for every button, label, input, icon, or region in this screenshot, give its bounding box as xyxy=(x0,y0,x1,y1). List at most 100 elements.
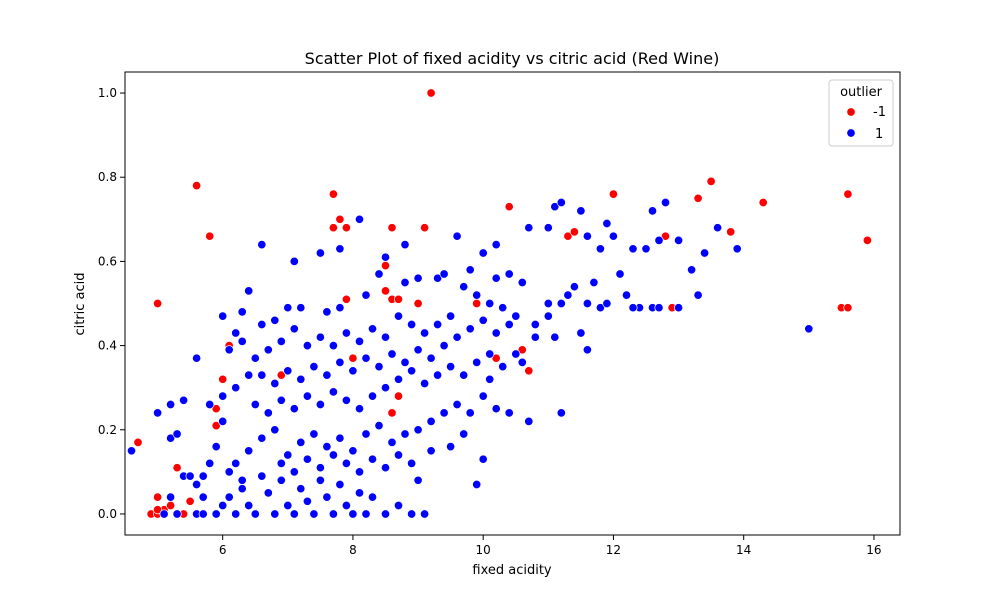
inlier-point xyxy=(413,475,423,485)
y-tick-label: 0.8 xyxy=(98,170,117,184)
inlier-point xyxy=(491,273,501,283)
outlier-point xyxy=(328,189,338,199)
inlier-point xyxy=(315,332,325,342)
inlier-point xyxy=(433,370,443,380)
inlier-point xyxy=(687,265,697,275)
outlier-point xyxy=(328,223,338,233)
inlier-point xyxy=(354,404,365,414)
inlier-point xyxy=(380,252,391,262)
inlier-point xyxy=(563,290,573,300)
inlier-point xyxy=(465,408,475,418)
inlier-point xyxy=(270,378,280,389)
inlier-point xyxy=(459,282,469,292)
outlier-point xyxy=(563,231,573,241)
inlier-point xyxy=(296,484,306,494)
inlier-point xyxy=(205,458,215,468)
inlier-point xyxy=(804,324,814,334)
inlier-point xyxy=(400,277,410,288)
inlier-point xyxy=(309,429,319,439)
inlier-point xyxy=(231,458,241,468)
inlier-point xyxy=(218,311,228,321)
inlier-point xyxy=(198,471,208,481)
inlier-point xyxy=(322,370,332,380)
outlier-point xyxy=(205,231,215,241)
inlier-point xyxy=(257,319,267,330)
inlier-point xyxy=(556,298,566,309)
inlier-point xyxy=(420,378,430,389)
outlier-point xyxy=(133,437,143,447)
outlier-point xyxy=(491,353,501,363)
outlier-point xyxy=(504,202,514,212)
inlier-point xyxy=(283,303,293,313)
inlier-point xyxy=(543,311,553,321)
outlier-point xyxy=(380,261,391,271)
y-axis-ticks: 0.0 0.2 0.4 0.6 0.8 1.0 xyxy=(98,86,125,521)
inlier-point xyxy=(511,311,521,321)
inlier-point xyxy=(302,454,312,464)
outlier-point xyxy=(393,391,404,401)
inlier-point xyxy=(556,408,566,418)
inlier-point xyxy=(367,391,378,401)
outlier-point xyxy=(569,227,579,237)
inlier-point xyxy=(393,374,404,384)
inlier-point xyxy=(166,433,176,443)
inlier-point xyxy=(322,307,332,317)
outlier-point xyxy=(726,227,736,237)
inlier-point xyxy=(361,290,371,300)
inlier-point xyxy=(341,500,351,511)
x-tick-label: 14 xyxy=(736,543,751,557)
inlier-point xyxy=(335,357,345,367)
outlier-point xyxy=(660,231,671,241)
inlier-point xyxy=(413,273,423,283)
inlier-point xyxy=(602,218,612,229)
inlier-point xyxy=(654,235,664,245)
inlier-point xyxy=(393,450,404,460)
inlier-point xyxy=(393,311,404,321)
inlier-point xyxy=(289,256,299,266)
inlier-point xyxy=(283,500,293,511)
inlier-point xyxy=(504,269,514,279)
inlier-point xyxy=(420,509,430,519)
inlier-point xyxy=(276,458,286,468)
inlier-point xyxy=(380,383,391,393)
inlier-point xyxy=(315,248,325,258)
inlier-point xyxy=(647,206,658,216)
y-tick-label: 0.4 xyxy=(98,339,117,353)
outlier-point xyxy=(335,214,345,224)
x-tick-label: 6 xyxy=(219,543,227,557)
inlier-point xyxy=(335,244,345,254)
inlier-point xyxy=(478,248,488,258)
inlier-point xyxy=(621,290,632,300)
x-tick-label: 10 xyxy=(476,543,491,557)
inlier-point xyxy=(452,332,462,342)
legend-label-outlier-1: 1 xyxy=(875,127,883,142)
inlier-point xyxy=(296,303,306,313)
inlier-point xyxy=(380,509,391,519)
inlier-point xyxy=(660,197,671,208)
inlier-point xyxy=(602,298,612,309)
inlier-point xyxy=(218,500,228,511)
outlier-point xyxy=(218,374,228,384)
inlier-point xyxy=(315,475,325,485)
inlier-point xyxy=(374,362,384,372)
inlier-point xyxy=(354,467,365,477)
inlier-point xyxy=(439,341,449,351)
inlier-point xyxy=(263,488,273,498)
inlier-point xyxy=(504,408,514,418)
inlier-point xyxy=(511,349,521,359)
inlier-point xyxy=(309,362,319,372)
inlier-point xyxy=(328,450,338,460)
inlier-point xyxy=(446,311,456,321)
inlier-point xyxy=(263,408,273,418)
inlier-point xyxy=(237,475,247,485)
inlier-point xyxy=(628,303,638,313)
inlier-point xyxy=(309,509,319,519)
inlier-point xyxy=(693,290,703,300)
inlier-point xyxy=(341,395,351,405)
inlier-point xyxy=(270,509,280,519)
inlier-point xyxy=(172,429,182,439)
inlier-point xyxy=(361,509,371,519)
outlier-point xyxy=(608,189,618,199)
inlier-point xyxy=(550,332,560,342)
inlier-point xyxy=(478,315,488,325)
